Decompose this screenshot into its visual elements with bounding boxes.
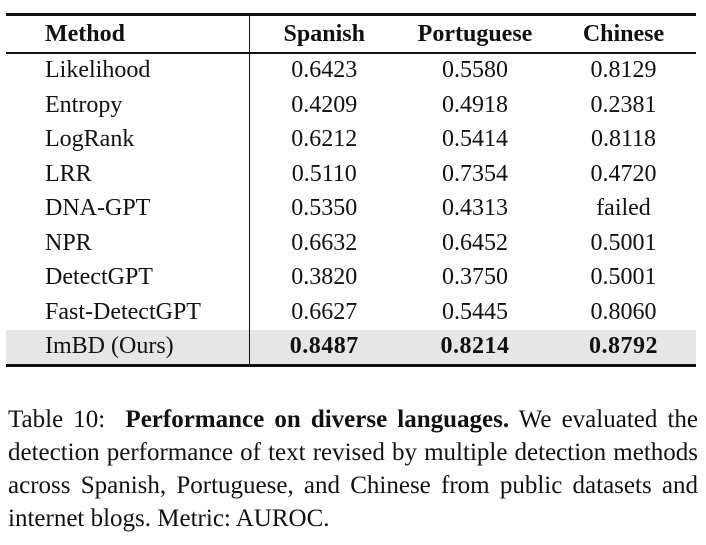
portuguese-cell: 0.4313 (442, 195, 508, 222)
method-cell: Entropy (6, 88, 250, 123)
table-row: Fast-DetectGPT 0.6627 0.5445 0.8060 (6, 295, 696, 330)
chinese-cell: failed (596, 195, 651, 222)
method-cell: Fast-DetectGPT (6, 295, 250, 330)
portuguese-cell: 0.5445 (442, 298, 508, 325)
caption-body: We evaluated the detection performance o… (8, 406, 699, 532)
method-cell: DetectGPT (6, 260, 250, 295)
chinese-cell: 0.5001 (590, 264, 657, 291)
table-row: Entropy 0.4209 0.4918 0.2381 (6, 88, 696, 123)
spanish-cell: 0.3820 (291, 264, 358, 291)
table-row-ours: ImBD (Ours) 0.8487 0.8214 0.8792 (6, 329, 696, 364)
header-spanish: Spanish (283, 20, 365, 47)
header-row: Method Spanish Portuguese Chinese (6, 16, 696, 52)
spanish-cell: 0.4209 (291, 91, 358, 118)
header-rule (6, 52, 696, 54)
spanish-cell: 0.5350 (291, 195, 358, 222)
table-row: DetectGPT 0.3820 0.3750 0.5001 (6, 260, 696, 295)
table-caption: Table 10: Performance on diverse languag… (8, 403, 698, 535)
portuguese-cell: 0.3750 (442, 264, 508, 291)
spanish-cell: 0.6632 (291, 229, 358, 256)
chinese-cell: 0.8118 (590, 126, 657, 153)
caption-title: Performance on diverse languages. (125, 406, 510, 433)
portuguese-cell: 0.8214 (399, 329, 551, 364)
spanish-cell: 0.8487 (249, 329, 399, 364)
results-table: Method Spanish Portuguese Chinese Likeli… (6, 13, 696, 367)
portuguese-cell: 0.6452 (442, 229, 508, 256)
spanish-cell: 0.5110 (291, 160, 357, 187)
table-row: Likelihood 0.6423 0.5580 0.8129 (6, 53, 696, 88)
chinese-cell: 0.8060 (590, 298, 657, 325)
chinese-cell: 0.5001 (590, 229, 657, 256)
table-row: NPR 0.6632 0.6452 0.5001 (6, 226, 696, 261)
chinese-cell: 0.8792 (551, 329, 696, 364)
portuguese-cell: 0.7354 (442, 160, 508, 187)
spanish-cell: 0.6627 (291, 298, 358, 325)
header-chinese: Chinese (582, 20, 665, 47)
method-cell: LRR (6, 157, 250, 192)
portuguese-cell: 0.5414 (442, 126, 508, 153)
method-cell: Likelihood (6, 53, 250, 88)
top-rule (6, 13, 696, 16)
table-row: DNA-GPT 0.5350 0.4313 failed (6, 191, 696, 226)
chinese-cell: 0.8129 (590, 57, 657, 84)
header-method: Method (6, 16, 250, 52)
bottom-rule (6, 364, 696, 367)
table-row: LRR 0.5110 0.7354 0.4720 (6, 157, 696, 192)
method-cell: DNA-GPT (6, 191, 250, 226)
method-cell: ImBD (Ours) (6, 329, 250, 364)
chinese-cell: 0.2381 (590, 91, 657, 118)
method-cell: LogRank (6, 122, 250, 157)
languages-table-body: Likelihood 0.6423 0.5580 0.8129 Entropy … (6, 53, 696, 364)
header-portuguese: Portuguese (417, 20, 533, 47)
spanish-cell: 0.6212 (291, 126, 358, 153)
spanish-cell: 0.6423 (291, 57, 358, 84)
chinese-cell: 0.4720 (590, 160, 657, 187)
languages-table: Method Spanish Portuguese Chinese (6, 16, 696, 52)
portuguese-cell: 0.5580 (442, 57, 508, 84)
caption-label: Table 10: (8, 406, 106, 433)
method-cell: NPR (6, 226, 250, 261)
portuguese-cell: 0.4918 (442, 91, 508, 118)
table-row: LogRank 0.6212 0.5414 0.8118 (6, 122, 696, 157)
